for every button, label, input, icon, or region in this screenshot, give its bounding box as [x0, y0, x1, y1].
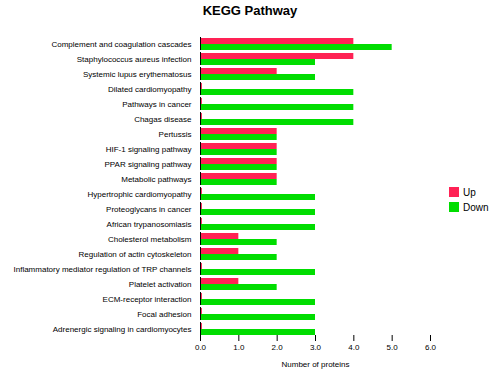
svg-text:Systemic lupus erythematosus: Systemic lupus erythematosus [83, 70, 192, 79]
svg-text:Dilated cardiomyopathy: Dilated cardiomyopathy [108, 85, 192, 94]
svg-text:3.0: 3.0 [310, 343, 322, 352]
svg-text:Adrenergic signaling in cardio: Adrenergic signaling in cardiomyocytes [53, 325, 192, 334]
svg-text:Staphylococcus aureus infectio: Staphylococcus aureus infection [77, 55, 192, 64]
svg-text:Focal adhesion: Focal adhesion [137, 310, 191, 319]
svg-text:2.0: 2.0 [272, 343, 284, 352]
html-text:Up: Up [463, 186, 476, 198]
svg-text:0.0: 0.0 [195, 343, 207, 352]
html-text:Down: Down [463, 201, 489, 213]
svg-text:Proteoglycans in cancer: Proteoglycans in cancer [106, 205, 192, 214]
svg-text:HIF-1 signaling pathway: HIF-1 signaling pathway [106, 145, 192, 154]
html-text:KEGG Pathway: KEGG Pathway [202, 3, 298, 18]
svg-text:Hypertrophic cardiomyopathy: Hypertrophic cardiomyopathy [87, 190, 191, 199]
svg-text:PPAR signaling pathway: PPAR signaling pathway [104, 160, 191, 169]
svg-text:1.0: 1.0 [233, 343, 245, 352]
svg-text:African trypanosomiasis: African trypanosomiasis [107, 220, 192, 229]
svg-text:5.0: 5.0 [387, 343, 399, 352]
svg-text:Metabolic pathways: Metabolic pathways [121, 175, 191, 184]
svg-text:Pertussis: Pertussis [159, 130, 192, 139]
svg-text:Pathways in cancer: Pathways in cancer [122, 100, 192, 109]
svg-text:Regulation of actin cytoskelet: Regulation of actin cytoskeleton [79, 250, 192, 259]
svg-text:Cholesterol metabolism: Cholesterol metabolism [108, 235, 192, 244]
svg-text:4.0: 4.0 [348, 343, 360, 352]
svg-text:Chagas disease: Chagas disease [134, 115, 192, 124]
svg-text:6.0: 6.0 [425, 343, 437, 352]
svg-text:Inflammatory mediator regulati: Inflammatory mediator regulation of TRP … [13, 265, 191, 274]
svg-text:Number of proteins: Number of proteins [281, 360, 349, 369]
svg-text:Platelet activation: Platelet activation [129, 280, 192, 289]
svg-text:ECM-receptor interaction: ECM-receptor interaction [103, 295, 192, 304]
svg-text:Complement and coagulation cas: Complement and coagulation cascades [51, 40, 191, 49]
